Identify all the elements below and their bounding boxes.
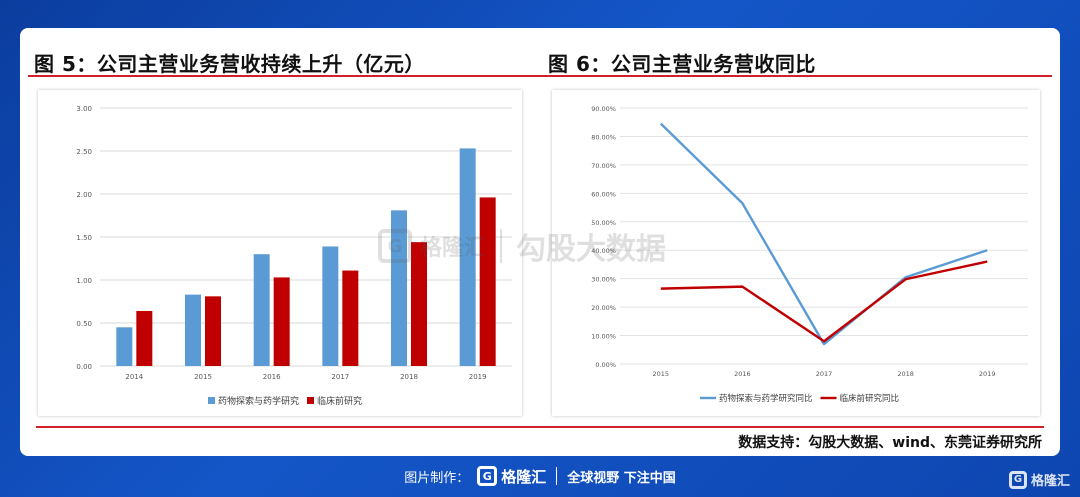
bar	[342, 270, 359, 366]
line-chart-panel: 0.00% 10.00% 20.00% 30.00% 40.00% 50.00% 60.00…	[552, 90, 1040, 416]
x-tick-label: 2015	[653, 370, 670, 378]
y-tick-label: 60.00%	[591, 190, 616, 198]
corner-logo-icon: G	[1008, 470, 1027, 489]
footer-label: 图片制作：	[404, 470, 470, 486]
footer: 图片制作： G 格隆汇 全球视野 下注中国	[0, 462, 1080, 490]
footer-slogan: 全球视野 下注中国	[567, 470, 676, 486]
footer-brand: 格隆汇	[501, 467, 547, 486]
bar	[459, 148, 476, 366]
corner-logo-name: 格隆汇	[1030, 474, 1070, 489]
y-tick-label: 10.00%	[591, 333, 616, 341]
legend-swatch	[307, 397, 314, 404]
x-tick-label: 2016	[263, 373, 281, 381]
legend-label: 临床前研究	[317, 395, 362, 407]
corner-logo: G 格隆汇	[1008, 470, 1070, 489]
y-tick-label: 50.00%	[591, 219, 616, 227]
y-tick-label: 1.50	[76, 234, 92, 242]
bar	[322, 246, 339, 366]
x-tick-label: 2019	[469, 373, 487, 381]
bar	[273, 277, 290, 366]
y-tick-label: 40.00%	[591, 247, 616, 255]
bar	[253, 254, 270, 366]
x-tick-label: 2018	[400, 373, 418, 381]
figure-5-title: 图 5：公司主营业务营收持续上升（亿元）	[34, 52, 425, 76]
footer-logo-icon: G	[477, 466, 498, 486]
legend-label: 药物探索与药学研究	[218, 395, 299, 407]
y-tick-label: 0.50	[76, 320, 92, 328]
y-tick-label: 20.00%	[591, 304, 616, 312]
bar	[479, 197, 496, 366]
y-tick-label: 0.00	[76, 363, 92, 371]
series-line	[659, 122, 988, 346]
y-tick-label: 1.00	[76, 277, 92, 285]
x-tick-label: 2018	[897, 370, 914, 378]
title-rule	[28, 75, 1052, 77]
y-tick-label: 2.50	[76, 148, 92, 156]
bar	[205, 296, 221, 366]
x-tick-label: 2015	[194, 373, 212, 381]
y-tick-label: 0.00%	[595, 361, 616, 369]
x-tick-label: 2017	[331, 373, 349, 381]
bar	[185, 294, 201, 366]
y-tick-label: 2.00	[76, 191, 92, 199]
data-source: 数据支持：勾股大数据、wind、东莞证券研究所	[738, 435, 1042, 451]
bar	[116, 327, 133, 366]
y-tick-label: 30.00%	[591, 276, 616, 284]
legend-swatch	[208, 397, 215, 404]
y-tick-label: 70.00%	[591, 162, 616, 170]
x-tick-label: 2014	[125, 373, 143, 381]
bar-chart: 0.00 0.50 1.00 1.50 2.00 2.50 3.00 2014 2015 2016…	[76, 105, 512, 407]
line-chart: 0.00% 10.00% 20.00% 30.00% 40.00% 50.00% 60.00…	[591, 105, 1028, 404]
x-tick-label: 2016	[734, 370, 751, 378]
bar	[391, 210, 407, 366]
bar	[136, 310, 153, 366]
bar-chart-panel: 0.00 0.50 1.00 1.50 2.00 2.50 3.00 2014 2015 2016…	[38, 90, 522, 416]
y-tick-label: 80.00%	[591, 133, 616, 141]
bar	[411, 242, 427, 366]
x-tick-label: 2019	[979, 370, 996, 378]
report-card: 图 5：公司主营业务营收持续上升（亿元） 图 6：公司主营业务营收同比 0.00…	[20, 28, 1060, 456]
series-line	[660, 260, 988, 343]
footer-divider	[556, 467, 558, 485]
x-tick-label: 2017	[816, 370, 833, 378]
source-rule	[36, 426, 1044, 428]
figure-6-title: 图 6：公司主营业务营收同比	[548, 52, 816, 76]
legend-label: 药物探索与药学研究同比	[719, 393, 813, 404]
y-tick-label: 3.00	[76, 105, 92, 113]
y-tick-label: 90.00%	[591, 105, 616, 113]
legend-label: 临床前研究同比	[840, 393, 900, 404]
